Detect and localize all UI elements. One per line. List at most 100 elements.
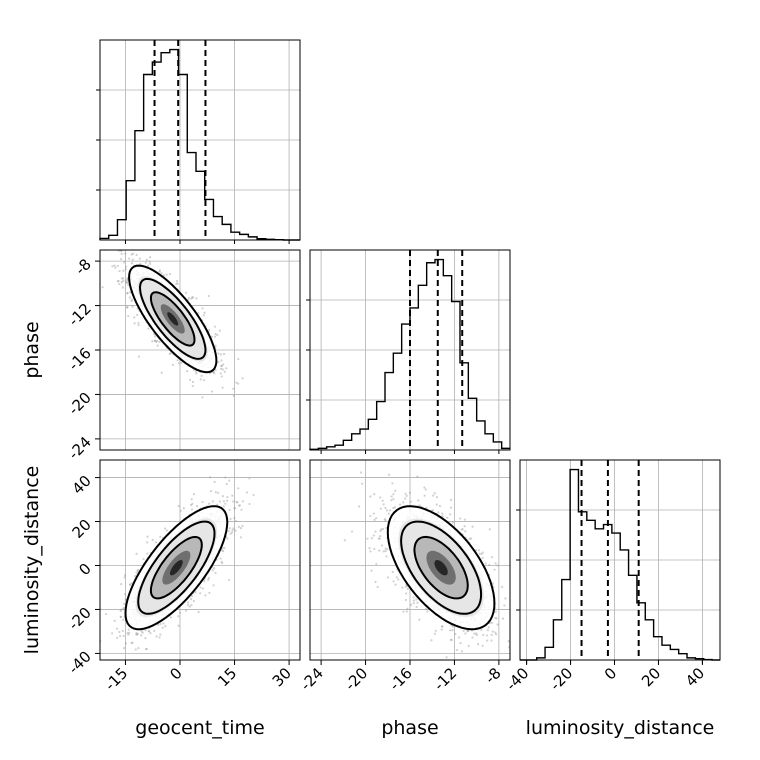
scatter-point — [111, 632, 114, 635]
scatter-point — [165, 273, 168, 276]
scatter-point — [224, 476, 227, 479]
scatter-point — [416, 601, 419, 604]
scatter-point — [190, 297, 193, 300]
scatter-point — [151, 340, 154, 343]
scatter-point — [372, 512, 375, 515]
scatter-point — [235, 520, 238, 523]
x-tick-label: -12 — [430, 664, 460, 694]
scatter-point — [386, 576, 390, 579]
scatter-point — [457, 636, 461, 639]
scatter-point — [135, 253, 138, 256]
scatter-point — [190, 498, 193, 501]
scatter-point — [375, 563, 378, 566]
scatter-point — [449, 629, 452, 632]
scatter-point — [145, 258, 148, 261]
scatter-point — [122, 634, 125, 638]
scatter-point — [194, 590, 197, 594]
scatter-point — [188, 378, 192, 381]
scatter-point — [231, 494, 234, 497]
scatter-point — [486, 629, 489, 632]
scatter-point — [213, 480, 216, 483]
scatter-point — [217, 360, 220, 364]
scatter-point — [226, 496, 229, 499]
scatter-point — [220, 364, 223, 368]
scatter-point — [147, 327, 150, 330]
scatter-point — [441, 625, 444, 628]
scatter-point — [494, 610, 497, 613]
scatter-point — [473, 632, 476, 635]
scatter-point — [220, 560, 223, 563]
scatter-point — [160, 272, 163, 275]
scatter-point — [493, 568, 496, 571]
scatter-point — [370, 537, 373, 540]
scatter-point — [369, 550, 372, 553]
scatter-point — [446, 516, 449, 519]
y-tick-label: 20 — [69, 516, 95, 542]
scatter-point — [406, 587, 409, 590]
scatter-point — [433, 632, 437, 635]
scatter-point — [221, 368, 224, 371]
scatter-point — [461, 528, 464, 531]
scatter-point — [191, 502, 194, 505]
scatter-point — [118, 270, 121, 273]
scatter-point — [177, 505, 180, 508]
scatter-point — [177, 615, 180, 618]
scatter-point — [463, 518, 466, 521]
scatter-point — [147, 629, 150, 633]
scatter-point — [232, 387, 235, 390]
scatter-point — [441, 512, 444, 515]
scatter-point — [136, 568, 139, 572]
scatter-point — [120, 608, 123, 611]
scatter-point — [113, 264, 116, 267]
scatter-point — [238, 504, 241, 507]
scatter-point — [135, 631, 138, 635]
scatter-point — [155, 635, 158, 638]
scatter-point — [384, 549, 387, 553]
scatter-point — [208, 329, 211, 332]
scatter-point — [123, 593, 127, 596]
contour-line — [386, 505, 496, 631]
scatter-point — [213, 325, 217, 328]
scatter-point — [199, 586, 202, 589]
scatter-point — [116, 264, 119, 267]
scatter-point — [477, 549, 480, 552]
scatter-point — [191, 296, 194, 299]
scatter-point — [494, 631, 497, 634]
scatter-point — [402, 610, 405, 613]
scatter-point — [158, 636, 161, 639]
scatter-point — [176, 359, 179, 362]
scatter-point — [214, 344, 217, 347]
scatter-point — [474, 549, 478, 552]
scatter-point — [494, 633, 498, 636]
y-tick-label: 0 — [75, 560, 94, 579]
scatter-point — [128, 583, 132, 587]
scatter-point — [131, 305, 134, 308]
scatter-point — [494, 616, 497, 620]
scatter-point — [236, 501, 239, 504]
scatter-point — [231, 529, 234, 532]
scatter-point — [417, 499, 420, 502]
scatter-point — [158, 270, 161, 273]
y-tick-label: -8 — [72, 255, 95, 278]
scatter-point — [521, 612, 523, 614]
scatter-point — [425, 506, 428, 509]
x-axis-label-luminosity_distance: luminosity_distance — [526, 717, 715, 739]
scatter-point — [398, 503, 402, 506]
scatter-point — [435, 503, 438, 506]
scatter-point — [460, 650, 464, 653]
density-panel-geocent_time-luminosity_distance — [99, 459, 301, 661]
scatter-point — [153, 629, 156, 632]
scatter-point — [221, 550, 225, 553]
scatter-point — [139, 262, 142, 266]
scatter-point — [187, 296, 191, 300]
scatter-point — [440, 628, 443, 631]
x-tick-label: 30 — [269, 664, 295, 690]
scatter-point — [190, 598, 193, 601]
panel-frame — [99, 459, 301, 661]
scatter-point — [130, 262, 134, 265]
scatter-point — [129, 291, 132, 294]
scatter-point — [146, 535, 149, 538]
scatter-point — [405, 592, 408, 595]
scatter-point — [433, 492, 436, 495]
scatter-point — [491, 630, 494, 633]
